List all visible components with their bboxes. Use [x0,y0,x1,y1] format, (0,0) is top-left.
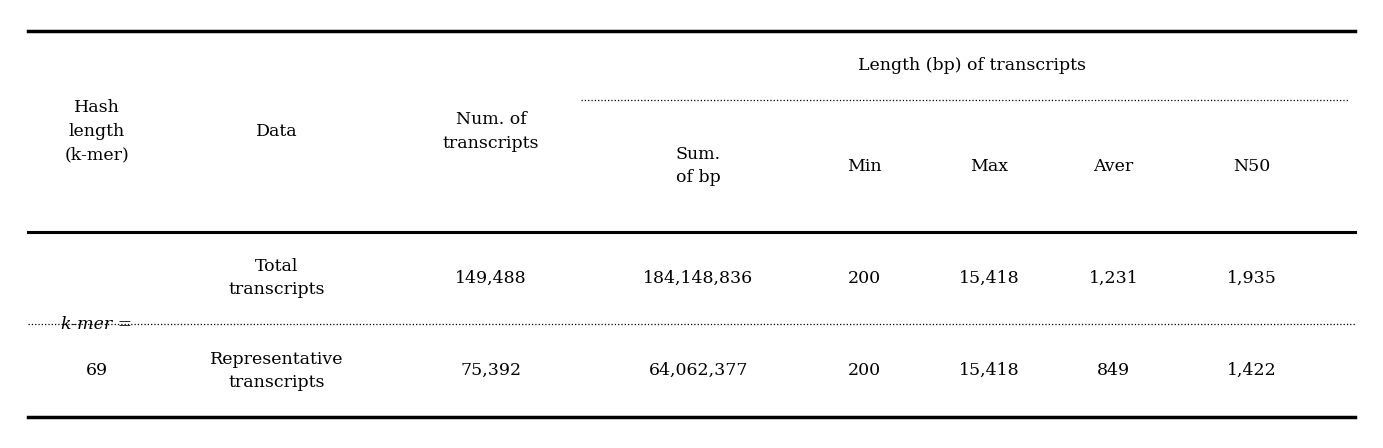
Text: 200: 200 [848,270,881,287]
Text: 75,392: 75,392 [461,362,521,379]
Text: Min: Min [846,158,882,175]
Text: Num. of
transcripts: Num. of transcripts [443,111,539,151]
Text: 15,418: 15,418 [958,270,1019,287]
Text: Length (bp) of transcripts: Length (bp) of transcripts [857,57,1086,74]
Text: 849: 849 [1097,362,1130,379]
Text: Max: Max [969,158,1008,175]
Text: k-mer =: k-mer = [61,316,133,333]
Text: 184,148,836: 184,148,836 [643,270,754,287]
Text: Hash
length
(k-mer): Hash length (k-mer) [65,99,129,164]
Text: N50: N50 [1234,158,1270,175]
Text: 1,231: 1,231 [1088,270,1138,287]
Text: 69: 69 [86,362,108,379]
Text: 1,935: 1,935 [1227,270,1277,287]
Text: 1,422: 1,422 [1227,362,1277,379]
Text: Aver: Aver [1093,158,1134,175]
Text: Total
transcripts: Total transcripts [228,258,325,298]
Text: 200: 200 [848,362,881,379]
Text: Representative
transcripts: Representative transcripts [210,350,343,391]
Text: Sum.
of bp: Sum. of bp [676,146,721,186]
Text: 64,062,377: 64,062,377 [649,362,748,379]
Text: 15,418: 15,418 [958,362,1019,379]
Text: 149,488: 149,488 [455,270,527,287]
Text: Data: Data [256,123,297,140]
